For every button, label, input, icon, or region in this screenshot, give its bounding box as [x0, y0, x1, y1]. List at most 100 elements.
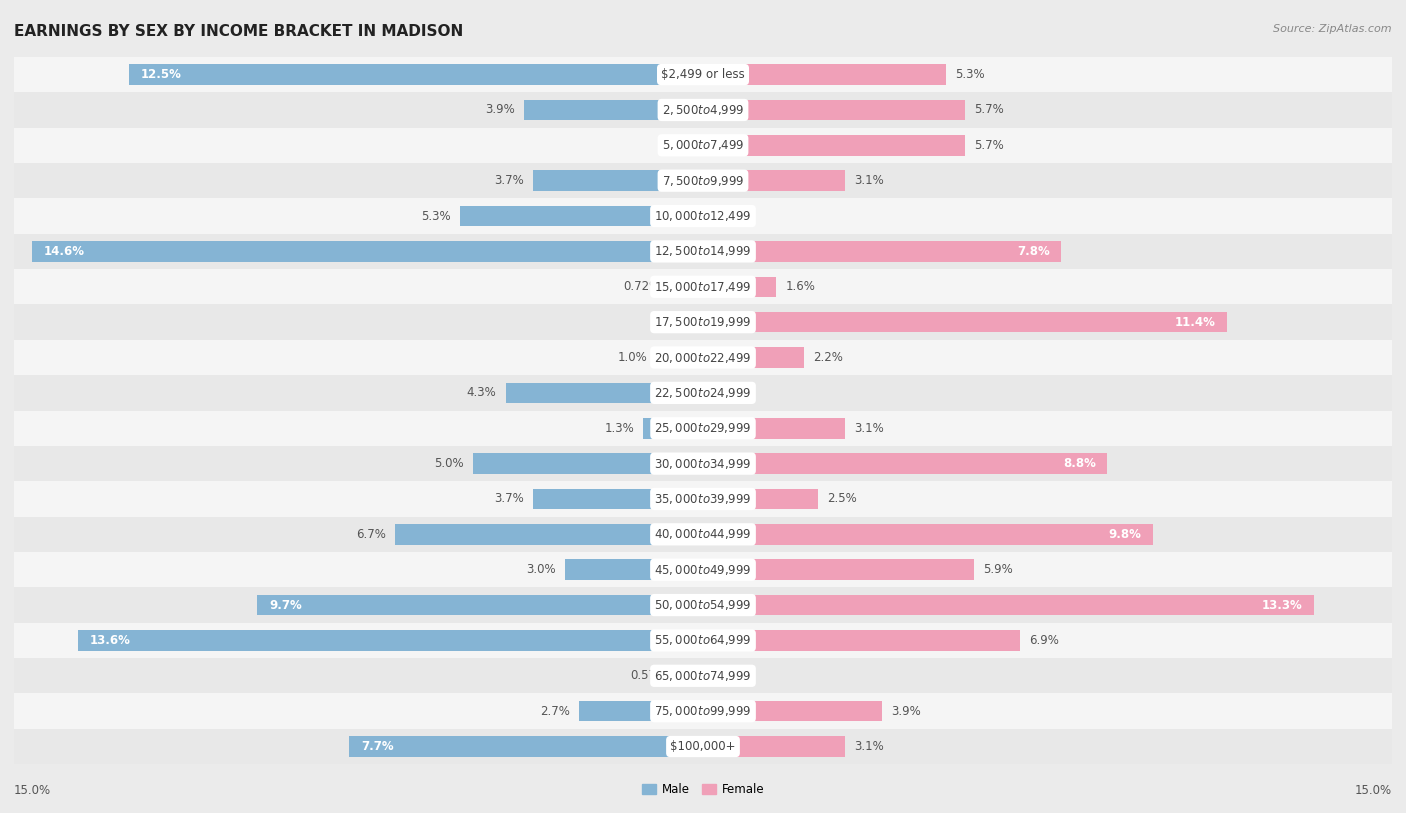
Text: 3.7%: 3.7%	[494, 174, 524, 187]
Text: 13.6%: 13.6%	[90, 634, 131, 647]
Bar	[14, 340, 1392, 375]
Bar	[257, 595, 703, 615]
Bar	[14, 376, 1392, 411]
Text: 9.8%: 9.8%	[1109, 528, 1142, 541]
Text: $12,500 to $14,999: $12,500 to $14,999	[654, 245, 752, 259]
Bar	[703, 312, 1226, 333]
Bar	[474, 454, 703, 474]
Text: $50,000 to $54,999: $50,000 to $54,999	[654, 598, 752, 612]
Bar	[506, 383, 703, 403]
Bar	[657, 347, 703, 367]
Bar	[703, 100, 965, 120]
Text: 5.0%: 5.0%	[434, 457, 464, 470]
Text: 15.0%: 15.0%	[14, 784, 51, 797]
Text: 1.6%: 1.6%	[786, 280, 815, 293]
Text: EARNINGS BY SEX BY INCOME BRACKET IN MADISON: EARNINGS BY SEX BY INCOME BRACKET IN MAD…	[14, 24, 464, 39]
Bar	[14, 411, 1392, 446]
Text: 0.0%: 0.0%	[713, 210, 742, 223]
Text: $55,000 to $64,999: $55,000 to $64,999	[654, 633, 752, 647]
Bar	[395, 524, 703, 545]
Bar	[579, 701, 703, 721]
Text: $22,500 to $24,999: $22,500 to $24,999	[654, 386, 752, 400]
Text: 3.9%: 3.9%	[485, 103, 515, 116]
Bar	[676, 666, 703, 686]
Bar	[703, 418, 845, 438]
Text: 3.9%: 3.9%	[891, 705, 921, 718]
Text: $40,000 to $44,999: $40,000 to $44,999	[654, 528, 752, 541]
Text: 11.4%: 11.4%	[1174, 315, 1215, 328]
Text: $10,000 to $12,499: $10,000 to $12,499	[654, 209, 752, 223]
Bar	[533, 489, 703, 509]
Text: 6.7%: 6.7%	[356, 528, 387, 541]
Bar	[14, 57, 1392, 92]
Text: $20,000 to $22,499: $20,000 to $22,499	[654, 350, 752, 364]
Bar	[703, 559, 974, 580]
Text: 5.9%: 5.9%	[983, 563, 1012, 576]
Bar	[14, 517, 1392, 552]
Bar	[565, 559, 703, 580]
Legend: Male, Female: Male, Female	[637, 778, 769, 801]
Bar	[14, 481, 1392, 517]
Bar	[14, 163, 1392, 198]
Text: 0.0%: 0.0%	[713, 386, 742, 399]
Bar	[14, 92, 1392, 128]
Text: $25,000 to $29,999: $25,000 to $29,999	[654, 421, 752, 435]
Bar	[32, 241, 703, 262]
Text: 1.3%: 1.3%	[605, 422, 634, 435]
Bar	[644, 418, 703, 438]
Text: $7,500 to $9,999: $7,500 to $9,999	[662, 174, 744, 188]
Bar	[703, 630, 1019, 650]
Text: $35,000 to $39,999: $35,000 to $39,999	[654, 492, 752, 506]
Text: 14.6%: 14.6%	[44, 245, 84, 258]
Bar	[14, 233, 1392, 269]
Text: 0.0%: 0.0%	[664, 315, 693, 328]
Text: 15.0%: 15.0%	[1355, 784, 1392, 797]
Bar	[14, 623, 1392, 659]
Bar	[460, 206, 703, 226]
Bar	[703, 701, 882, 721]
Text: 5.7%: 5.7%	[974, 139, 1004, 152]
Bar	[14, 659, 1392, 693]
Text: 7.7%: 7.7%	[361, 740, 394, 753]
Bar	[349, 737, 703, 757]
Text: 1.0%: 1.0%	[619, 351, 648, 364]
Bar	[79, 630, 703, 650]
Bar	[14, 128, 1392, 163]
Bar	[703, 241, 1062, 262]
Text: $45,000 to $49,999: $45,000 to $49,999	[654, 563, 752, 576]
Bar	[129, 64, 703, 85]
Text: $100,000+: $100,000+	[671, 740, 735, 753]
Bar	[14, 198, 1392, 234]
Bar	[524, 100, 703, 120]
Text: 3.1%: 3.1%	[855, 422, 884, 435]
Bar	[14, 587, 1392, 623]
Bar	[703, 489, 818, 509]
Text: 2.7%: 2.7%	[540, 705, 569, 718]
Bar	[703, 347, 804, 367]
Bar	[703, 454, 1107, 474]
Text: 0.0%: 0.0%	[713, 669, 742, 682]
Text: 0.72%: 0.72%	[623, 280, 661, 293]
Bar	[703, 524, 1153, 545]
Text: 12.5%: 12.5%	[141, 68, 181, 81]
Text: 3.1%: 3.1%	[855, 174, 884, 187]
Text: 5.3%: 5.3%	[956, 68, 986, 81]
Text: $5,000 to $7,499: $5,000 to $7,499	[662, 138, 744, 152]
Text: 6.9%: 6.9%	[1029, 634, 1059, 647]
Text: $75,000 to $99,999: $75,000 to $99,999	[654, 704, 752, 718]
Text: 4.3%: 4.3%	[467, 386, 496, 399]
Bar	[703, 737, 845, 757]
Text: 3.1%: 3.1%	[855, 740, 884, 753]
Text: 5.7%: 5.7%	[974, 103, 1004, 116]
Text: Source: ZipAtlas.com: Source: ZipAtlas.com	[1274, 24, 1392, 34]
Text: 13.3%: 13.3%	[1261, 598, 1302, 611]
Text: 5.3%: 5.3%	[420, 210, 450, 223]
Bar	[14, 693, 1392, 729]
Text: 2.2%: 2.2%	[813, 351, 844, 364]
Text: $65,000 to $74,999: $65,000 to $74,999	[654, 669, 752, 683]
Bar	[533, 171, 703, 191]
Text: 3.0%: 3.0%	[526, 563, 555, 576]
Bar	[703, 595, 1313, 615]
Text: $2,499 or less: $2,499 or less	[661, 68, 745, 81]
Text: 2.5%: 2.5%	[827, 493, 856, 506]
